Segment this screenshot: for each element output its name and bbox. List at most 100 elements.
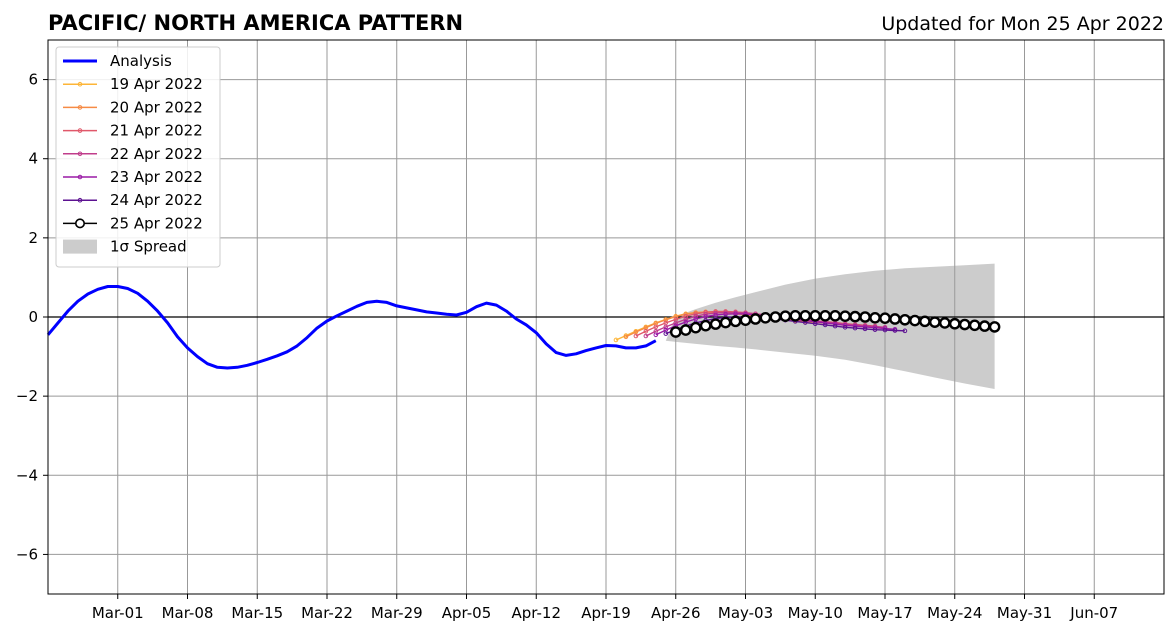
forecast-point-22-apr-2022: [683, 317, 689, 322]
legend-label: 23 Apr 2022: [110, 168, 203, 186]
x-tick-label: Apr-05: [442, 604, 492, 622]
forecast-point-23-apr-2022: [653, 332, 659, 338]
forecast-point-19-apr-2022: [613, 337, 619, 343]
forecast-point-25-apr-2022: [749, 313, 762, 325]
y-tick-label: 6: [28, 71, 38, 89]
legend-label: Analysis: [110, 52, 172, 70]
x-tick-label: Mar-29: [371, 604, 423, 622]
forecast-point-25-apr-2022: [948, 317, 961, 330]
x-tick-label: Mar-01: [92, 604, 144, 622]
legend-swatch-marker: [77, 151, 83, 157]
forecast-point-25-apr-2022: [759, 311, 772, 324]
forecast-point-25-apr-2022: [859, 311, 871, 323]
forecast-point-25-apr-2022: [709, 318, 722, 330]
forecast-point-24-apr-2022: [812, 321, 818, 327]
legend-label: 25 Apr 2022: [110, 214, 203, 232]
x-tick-label: Jun-07: [1069, 604, 1118, 622]
forecast-point-22-apr-2022: [673, 320, 679, 326]
x-tick-label: Mar-15: [231, 604, 283, 622]
forecast-point-20-apr-2022: [673, 314, 679, 319]
chart-subtitle: Updated for Mon 25 Apr 2022: [881, 13, 1164, 35]
legend-entry: 25 Apr 2022: [63, 214, 203, 232]
forecast-point-25-apr-2022: [809, 310, 822, 322]
legend-swatch-marker: [77, 197, 83, 203]
forecast-point-25-apr-2022: [789, 310, 802, 322]
forecast-point-25-apr-2022: [919, 315, 931, 328]
x-tick-label: Mar-22: [301, 604, 353, 622]
x-tick-label: Apr-19: [581, 604, 631, 622]
forecast-point-25-apr-2022: [719, 316, 732, 329]
forecast-point-25-apr-2022: [799, 310, 812, 322]
forecast-point-25-apr-2022: [978, 320, 991, 332]
forecast-point-21-apr-2022: [653, 324, 659, 330]
forecast-point-25-apr-2022: [849, 310, 861, 323]
legend-entry: 1σ Spread: [63, 238, 187, 256]
forecast-point-25-apr-2022: [899, 313, 911, 326]
analysis-line: [46, 285, 657, 370]
forecast-point-25-apr-2022: [669, 326, 682, 338]
series-layer: [46, 285, 1001, 370]
forecast-point-25-apr-2022: [839, 310, 851, 323]
x-tick-label: May-17: [857, 604, 912, 622]
forecast-point-25-apr-2022: [958, 318, 971, 331]
forecast-point-25-apr-2022: [968, 319, 981, 332]
x-tick-label: May-24: [927, 604, 982, 622]
legend-entry: 24 Apr 2022: [63, 191, 203, 209]
forecast-point-25-apr-2022: [909, 314, 921, 327]
x-tick-label: Mar-08: [162, 604, 214, 622]
y-tick-label: −2: [16, 387, 38, 405]
forecast-point-25-apr-2022: [769, 311, 782, 323]
forecast-point-25-apr-2022: [879, 312, 891, 324]
legend-entry: 22 Apr 2022: [63, 145, 203, 163]
legend-label: 19 Apr 2022: [110, 75, 203, 93]
x-tick-label: May-03: [718, 604, 773, 622]
y-tick-label: 2: [28, 229, 38, 247]
legend-label: 22 Apr 2022: [110, 145, 203, 163]
forecast-point-25-apr-2022: [689, 321, 702, 334]
forecast-point-25-apr-2022: [699, 319, 712, 332]
forecast-point-22-apr-2022: [643, 333, 649, 339]
legend-swatch-marker: [77, 128, 83, 133]
x-tick-label: May-31: [997, 604, 1052, 622]
forecast-point-25-apr-2022: [938, 317, 951, 329]
y-tick-label: 0: [28, 308, 38, 326]
forecast-point-25-apr-2022: [779, 310, 792, 323]
forecast-point-25-apr-2022: [829, 310, 841, 322]
forecast-point-21-apr-2022: [633, 333, 639, 339]
legend-swatch-spread: [63, 239, 97, 254]
forecast-point-25-apr-2022: [729, 315, 742, 328]
legend-swatch-marker: [77, 81, 83, 87]
y-tick-label: 4: [28, 150, 38, 168]
forecast-point-25-apr-2022: [679, 324, 692, 336]
spread-area: [665, 263, 995, 389]
legend-swatch-marker: [77, 174, 83, 180]
legend-label: 21 Apr 2022: [110, 122, 203, 140]
forecast-point-25-apr-2022: [929, 316, 941, 328]
forecast-point-24-apr-2022: [902, 328, 908, 334]
y-axis-ticks: 6 4 2 0 −2 −4 −6: [16, 71, 48, 563]
forecast-point-25-apr-2022: [988, 321, 1001, 333]
legend-entry: 23 Apr 2022: [63, 168, 203, 186]
legend: Analysis 19 Apr 2022 20 Apr 2022 21 Apr 202…: [55, 46, 221, 268]
legend-label: 20 Apr 2022: [110, 98, 203, 116]
legend-entry: 20 Apr 2022: [63, 98, 203, 116]
forecast-point-24-apr-2022: [892, 328, 898, 333]
x-tick-label: Apr-26: [651, 604, 701, 622]
forecast-point-24-apr-2022: [882, 327, 888, 333]
legend-swatch-marker: [75, 218, 86, 229]
x-axis-ticks: Mar-01 Mar-08 Mar-15 Mar-22 Mar-29 Apr-05 Apr-…: [92, 594, 1118, 622]
legend-box: [55, 46, 221, 268]
spread-area-layer: [665, 263, 995, 389]
x-tick-label: Apr-12: [512, 604, 562, 622]
legend-label: 1σ Spread: [110, 238, 187, 256]
forecast-point-24-apr-2022: [842, 324, 848, 330]
forecast-point-24-apr-2022: [852, 325, 858, 331]
y-tick-label: −4: [16, 466, 38, 484]
chart-title: PACIFIC/ NORTH AMERICA PATTERN: [48, 11, 463, 35]
legend-entry: 21 Apr 2022: [63, 122, 203, 140]
forecast-point-24-apr-2022: [862, 326, 868, 332]
forecast-point-25-apr-2022: [819, 310, 832, 322]
forecast-point-24-apr-2022: [663, 331, 669, 336]
forecast-point-20-apr-2022: [623, 334, 629, 340]
forecast-point-25-apr-2022: [869, 311, 881, 324]
